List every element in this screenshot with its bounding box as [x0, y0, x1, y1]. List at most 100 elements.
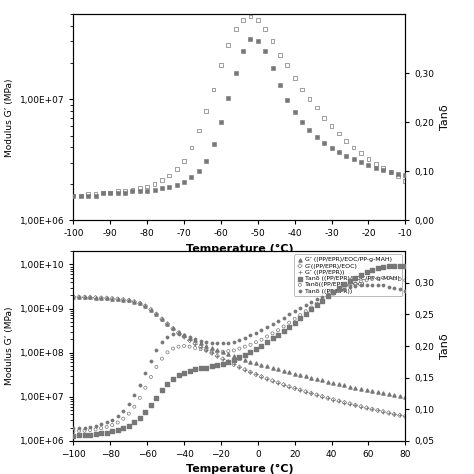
- G’ ((PP/EPR)/EOC/PP-g-MAH): [357, 385, 365, 393]
- G’ ((PP/EPR)): [75, 293, 83, 301]
- G’((PP/EPR)/EOC): [263, 375, 271, 383]
- G’ ((PP/EPR)/EOC/PP-g-MAH): [191, 337, 199, 344]
- Tanδ((PP/EPR)/EOC): [363, 276, 370, 284]
- Point: [84, 192, 92, 200]
- G’((PP/EPR)/EOC): [81, 293, 88, 301]
- G’ ((PP/EPR)/EOC/PP-g-MAH): [246, 358, 254, 365]
- Tanδ ((PP/EPR)/EOC/PP-g-MAH): [208, 363, 216, 370]
- Tanδ ((PP/EPR)): [319, 293, 326, 301]
- Point: [151, 186, 158, 194]
- G’ ((PP/EPR)/EOC/PP-g-MAH): [114, 295, 121, 303]
- Tanδ ((PP/EPR)): [208, 339, 216, 346]
- Tanδ((PP/EPR)/EOC): [125, 410, 133, 418]
- Tanδ ((PP/EPR)): [130, 392, 138, 399]
- G’ ((PP/EPR)/EOC/PP-g-MAH): [225, 350, 232, 358]
- G’((PP/EPR)/EOC): [119, 296, 127, 303]
- G’ ((PP/EPR)): [119, 296, 127, 303]
- Tanδ((PP/EPR)/EOC): [158, 355, 166, 363]
- Point: [151, 180, 158, 188]
- G’((PP/EPR)/EOC): [202, 346, 210, 354]
- Tanδ ((PP/EPR)): [391, 284, 398, 292]
- G’ ((PP/EPR)/EOC/PP-g-MAH): [291, 370, 299, 377]
- G’ ((PP/EPR)): [142, 302, 149, 310]
- G’ ((PP/EPR)): [70, 293, 77, 301]
- Point: [128, 187, 136, 195]
- Tanδ((PP/EPR)/EOC): [241, 343, 249, 350]
- G’ ((PP/EPR)/EOC/PP-g-MAH): [368, 387, 376, 395]
- Y-axis label: Modulus G’ (MPa): Modulus G’ (MPa): [5, 78, 14, 156]
- G’((PP/EPR)/EOC): [319, 393, 326, 401]
- G’ ((PP/EPR)): [274, 379, 282, 386]
- Point: [144, 187, 151, 195]
- G’ ((PP/EPR)): [285, 383, 293, 391]
- Point: [225, 94, 232, 101]
- G’ ((PP/EPR)/EOC/PP-g-MAH): [313, 375, 320, 383]
- Tanδ ((PP/EPR)/EOC/PP-g-MAH): [374, 264, 382, 272]
- G’ ((PP/EPR)/EOC/PP-g-MAH): [130, 298, 138, 305]
- G’ ((PP/EPR)): [136, 300, 144, 307]
- Point: [291, 74, 299, 82]
- G’ ((PP/EPR)): [158, 315, 166, 323]
- Tanδ ((PP/EPR)/EOC/PP-g-MAH): [236, 354, 243, 361]
- Tanδ ((PP/EPR)): [191, 335, 199, 343]
- Tanδ ((PP/EPR)): [374, 281, 382, 289]
- Tanδ ((PP/EPR)): [136, 381, 144, 388]
- Point: [379, 166, 387, 173]
- Tanδ((PP/EPR)/EOC): [329, 290, 337, 297]
- G’ ((PP/EPR)): [280, 381, 287, 389]
- G’ ((PP/EPR)): [103, 294, 110, 302]
- Point: [320, 114, 328, 122]
- Tanδ((PP/EPR)/EOC): [208, 347, 216, 355]
- G’ ((PP/EPR)): [164, 320, 171, 328]
- G’ ((PP/EPR)/EOC/PP-g-MAH): [379, 390, 387, 397]
- G’((PP/EPR)/EOC): [241, 366, 249, 374]
- Tanδ ((PP/EPR)/EOC/PP-g-MAH): [296, 314, 304, 322]
- G’ ((PP/EPR)/EOC/PP-g-MAH): [302, 373, 310, 380]
- Tanδ ((PP/EPR)): [236, 336, 243, 344]
- Tanδ ((PP/EPR)/EOC/PP-g-MAH): [252, 346, 260, 353]
- G’((PP/EPR)/EOC): [147, 306, 155, 313]
- G’ ((PP/EPR)): [346, 400, 354, 408]
- G’((PP/EPR)/EOC): [296, 386, 304, 394]
- Tanδ ((PP/EPR)): [291, 308, 299, 315]
- G’ ((PP/EPR)/EOC/PP-g-MAH): [236, 354, 243, 362]
- Tanδ ((PP/EPR)/EOC/PP-g-MAH): [202, 364, 210, 371]
- Tanδ((PP/EPR)/EOC): [296, 311, 304, 319]
- Point: [225, 41, 232, 48]
- Tanδ ((PP/EPR)/EOC/PP-g-MAH): [368, 266, 376, 274]
- Tanδ ((PP/EPR)): [352, 282, 359, 290]
- Point: [313, 104, 320, 111]
- Point: [394, 170, 401, 178]
- Tanδ ((PP/EPR)): [114, 412, 121, 420]
- Point: [70, 192, 77, 200]
- Tanδ ((PP/EPR)): [230, 338, 237, 346]
- G’ ((PP/EPR)/EOC/PP-g-MAH): [158, 315, 166, 323]
- G’((PP/EPR)/EOC): [158, 315, 166, 323]
- Tanδ ((PP/EPR)/EOC/PP-g-MAH): [241, 351, 249, 359]
- G’ ((PP/EPR)): [357, 403, 365, 410]
- Tanδ ((PP/EPR)/EOC/PP-g-MAH): [280, 327, 287, 335]
- G’ ((PP/EPR)): [258, 373, 265, 381]
- Point: [276, 51, 284, 59]
- Tanδ((PP/EPR)/EOC): [92, 426, 100, 433]
- Tanδ((PP/EPR)/EOC): [252, 338, 260, 346]
- G’((PP/EPR)/EOC): [219, 355, 227, 363]
- G’ ((PP/EPR)): [81, 293, 88, 301]
- Tanδ((PP/EPR)/EOC): [357, 278, 365, 285]
- G’((PP/EPR)/EOC): [164, 320, 171, 328]
- Tanδ((PP/EPR)/EOC): [385, 274, 392, 282]
- Tanδ((PP/EPR)/EOC): [225, 347, 232, 355]
- G’ ((PP/EPR)/EOC/PP-g-MAH): [86, 293, 94, 301]
- Tanδ((PP/EPR)/EOC): [236, 345, 243, 352]
- G’((PP/EPR)/EOC): [136, 300, 144, 307]
- G’((PP/EPR)/EOC): [335, 397, 343, 405]
- Tanδ ((PP/EPR)): [357, 282, 365, 289]
- Point: [365, 162, 372, 169]
- G’ ((PP/EPR)/EOC/PP-g-MAH): [263, 363, 271, 370]
- Tanδ ((PP/EPR)): [119, 407, 127, 415]
- Point: [335, 148, 343, 155]
- Tanδ((PP/EPR)/EOC): [230, 346, 237, 354]
- Point: [254, 16, 262, 24]
- G’((PP/EPR)/EOC): [363, 404, 370, 411]
- Point: [128, 186, 136, 193]
